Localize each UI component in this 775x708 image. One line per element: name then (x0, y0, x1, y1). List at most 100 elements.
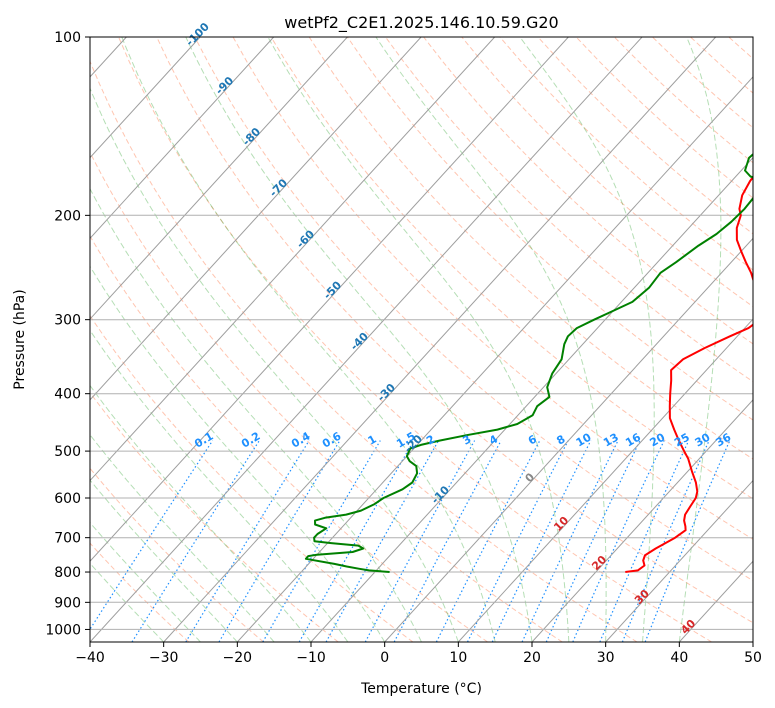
x-tick-label: 10 (449, 650, 467, 666)
mixing-ratio-line (545, 440, 641, 642)
y-tick-label: 800 (54, 565, 81, 581)
y-tick-label: 500 (54, 444, 81, 460)
data-lines (304, 153, 753, 573)
isotherm-label: 40 (678, 617, 698, 637)
isotherm-label: -80 (240, 125, 263, 148)
dry-adiabat (90, 542, 190, 642)
background-lines (90, 37, 753, 642)
mixing-ratio-line (466, 440, 569, 642)
isotherm-line (163, 37, 717, 642)
dry-adiabat (461, 37, 753, 308)
dry-adiabat (232, 37, 753, 540)
plot-frame (89, 36, 754, 643)
moist-adiabat (90, 521, 201, 642)
x-tick-label: 30 (597, 650, 615, 666)
dry-adiabat (90, 151, 563, 642)
moist-adiabat (90, 329, 349, 642)
y-tick-label: 600 (54, 491, 81, 507)
isotherm-line (310, 156, 753, 642)
isotherm-label: -40 (348, 330, 371, 353)
dewpoint-line (304, 153, 753, 573)
mixing-ratio-line (599, 440, 690, 642)
dry-adiabat (690, 37, 753, 94)
x-tick-label: 50 (744, 650, 762, 666)
moist-adiabat (90, 265, 386, 642)
temperature-line (625, 175, 753, 573)
y-tick-label: 400 (54, 387, 81, 403)
moist-adiabat (519, 37, 655, 642)
moist-adiabat (90, 562, 165, 642)
dry-adiabat (194, 37, 753, 582)
dry-adiabat (728, 37, 753, 60)
moist-adiabat (267, 37, 570, 642)
line-labels: 0.1 0.2 0.4 0.6 1 1.5 2 3 4 6 8 10 13 16 20 25 30 36-100-… (183, 20, 733, 637)
isotherm-label: -50 (321, 278, 344, 301)
mixing-ratio-label: 8 (554, 433, 567, 448)
mixing-ratio-line (521, 440, 619, 642)
dry-adiabat (90, 467, 264, 642)
isotherm-label: 20 (589, 553, 609, 573)
y-tick-label: 100 (54, 30, 81, 46)
isotherm-line (384, 237, 753, 642)
isotherm-line (90, 37, 643, 642)
x-tick-label: −40 (75, 650, 105, 666)
axes: −40 −30 −20 −10 0 10 20 30 40 50 100 200 300 400 500 60… (45, 30, 762, 666)
isotherm-line (90, 37, 201, 159)
mixing-ratio-label: 36 (713, 430, 733, 449)
mixing-ratio-label: 16 (623, 430, 643, 449)
y-tick-label: 1000 (45, 622, 81, 638)
mixing-ratio-line (185, 440, 310, 642)
moist-adiabat (90, 434, 275, 642)
mixing-ratio-line (90, 440, 214, 631)
mixing-ratio-label: 20 (647, 430, 667, 449)
mixing-ratio-line (298, 440, 415, 642)
dry-adiabat (90, 391, 339, 642)
mixing-ratio-line (325, 440, 440, 642)
isotherm-line (90, 37, 422, 401)
isotherm-label: 10 (551, 514, 571, 534)
mixing-ratio-label: 1 (366, 433, 379, 448)
y-tick-label: 700 (54, 531, 81, 547)
mixing-ratio-label: 13 (601, 431, 621, 450)
x-tick-label: −10 (296, 650, 326, 666)
y-tick-label: 900 (54, 595, 81, 611)
mixing-ratio-line (491, 440, 592, 642)
y-tick-label: 200 (54, 208, 81, 224)
isotherm-line (457, 318, 753, 642)
mixing-ratio-line (218, 440, 341, 642)
isotherm-label: -70 (267, 176, 290, 199)
mixing-ratio-label: 0.2 (239, 430, 262, 451)
isotherm-line (678, 560, 753, 642)
dry-adiabat (385, 37, 753, 383)
isotherm-label: -60 (294, 227, 317, 250)
isotherm-line (531, 399, 753, 642)
mixing-ratio-line (435, 440, 541, 642)
dry-adiabat (308, 37, 753, 460)
moist-adiabat (678, 37, 722, 642)
dry-adiabat (118, 37, 712, 642)
isotherm-line (90, 37, 275, 240)
isotherm-label: -100 (183, 20, 212, 49)
isotherm-line (236, 76, 753, 642)
mixing-ratio-line (131, 440, 260, 642)
x-tick-label: 0 (380, 650, 389, 666)
isotherm-line (90, 37, 496, 482)
dry-adiabat (156, 37, 753, 624)
mixing-ratio-label: 4 (487, 432, 500, 447)
isotherm-label: -30 (375, 381, 398, 404)
moist-adiabat (90, 87, 459, 642)
y-tick-label: 300 (54, 313, 81, 329)
grid-lines (90, 37, 753, 642)
dry-adiabat (652, 37, 753, 129)
mixing-ratio-label: 0.4 (289, 429, 313, 450)
moist-adiabat (90, 479, 238, 642)
mixing-ratio-line (621, 440, 710, 642)
dry-adiabat (270, 37, 753, 500)
mixing-ratio-line (644, 440, 731, 642)
moist-adiabat (121, 37, 496, 642)
isotherm-line (90, 37, 569, 562)
y-axis-label: Pressure (hPa) (12, 289, 28, 389)
mixing-ratio-label: 0.1 (192, 430, 215, 451)
x-tick-label: 40 (670, 650, 688, 666)
dry-adiabat (537, 37, 753, 235)
